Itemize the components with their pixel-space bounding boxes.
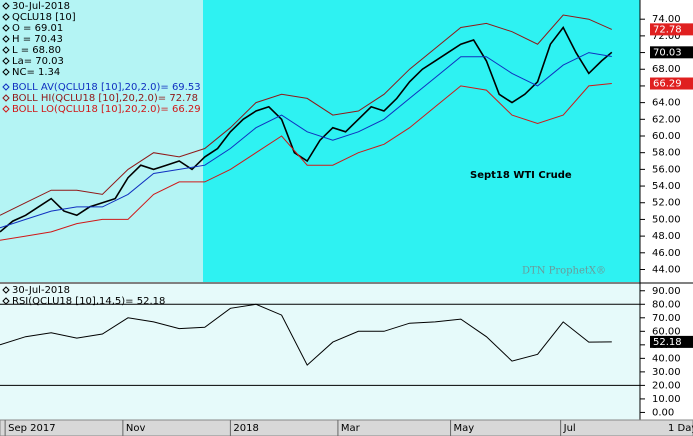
series-line (0, 26, 613, 233)
y-tick-label: 60.00 (652, 326, 681, 337)
price-panel (203, 0, 640, 282)
diamond-icon (2, 57, 10, 65)
series-line (0, 303, 612, 366)
diamond-icon (2, 46, 10, 54)
y-tick-label: 62.00 (652, 114, 681, 125)
rsi-panel (0, 284, 640, 420)
y-tick-label: 64.00 (652, 98, 681, 109)
diamond-icon (2, 35, 10, 43)
interval-label: 1 Day (668, 423, 693, 434)
legend-icon (2, 94, 10, 102)
y-tick-label: 70.00 (652, 313, 681, 324)
value-box (650, 23, 693, 36)
y-tick-label: 90.00 (652, 286, 681, 297)
x-tick-label: 2018 (233, 423, 258, 434)
y-tick-label: 46.00 (652, 248, 681, 259)
legend-entry: BOLL HI(QCLU18 [10],20,2.0)= 72.78 (12, 93, 198, 104)
y-tick-label: 74.00 (652, 14, 681, 25)
diamond-icon (2, 286, 10, 294)
y-tick-label: 60.00 (652, 131, 681, 142)
annotation: 30-Jul-2018 (12, 285, 70, 296)
value-box-label: 72.78 (653, 24, 682, 35)
annotation: L = 68.80 (12, 45, 61, 56)
chart-title: Sept18 WTI Crude (470, 170, 572, 181)
y-tick-label: 56.00 (652, 164, 681, 175)
y-tick-label: 68.00 (652, 64, 681, 75)
x-tick-label: Mar (341, 423, 361, 434)
value-box-label: 52.18 (653, 337, 682, 348)
y-tick-label: 30.00 (652, 367, 681, 378)
y-tick-label: 40.00 (652, 353, 681, 364)
value-box-label: 70.03 (653, 47, 682, 58)
legend-entry: RSI(QCLU18 [10],14,5)= 52.18 (12, 296, 165, 307)
value-box (650, 77, 693, 90)
annotation: NC= 1.34 (12, 67, 60, 78)
diamond-icon (2, 24, 10, 32)
y-tick-label: 0.00 (652, 407, 674, 418)
y-tick-label: 20.00 (652, 380, 681, 391)
annotation: QCLU18 [10] (12, 12, 76, 23)
legend-icon (2, 83, 10, 91)
series-line (0, 14, 613, 216)
diamond-icon (2, 68, 10, 76)
y-tick-label: 48.00 (652, 231, 681, 242)
watermark: DTN ProphetX® (522, 266, 606, 277)
annotation: La= 70.03 (12, 56, 64, 67)
series-line (0, 52, 612, 229)
y-tick-label: 44.00 (652, 264, 681, 275)
y-tick-label: 72.00 (652, 31, 681, 42)
value-box-label: 66.29 (653, 79, 682, 90)
y-tick-label: 54.00 (652, 181, 681, 192)
annotation: O = 69.01 (12, 23, 63, 34)
value-box (650, 335, 693, 348)
legend-entry: BOLL AV(QCLU18 [10],20,2.0)= 69.53 (12, 82, 201, 93)
legend-icon (2, 105, 10, 113)
y-tick-label: 50.00 (652, 214, 681, 225)
diamond-icon (2, 2, 10, 10)
y-tick-label: 52.00 (652, 198, 681, 209)
date-strip (0, 419, 693, 436)
annotation: 30-Jul-2018 (12, 1, 70, 12)
annotation: H = 70.43 (12, 34, 63, 45)
series-line (0, 83, 612, 241)
x-tick-label: Jul (563, 423, 576, 434)
y-tick-label: 10.00 (652, 394, 681, 405)
x-tick-label: Sep 2017 (8, 423, 55, 434)
legend-entry: BOLL LO(QCLU18 [10],20,2.0)= 66.29 (12, 104, 201, 115)
diamond-icon (2, 13, 10, 21)
y-tick-label: 58.00 (652, 148, 681, 159)
legend-icon (2, 297, 10, 305)
value-box (650, 46, 693, 59)
y-tick-label: 80.00 (652, 299, 681, 310)
x-tick-label: May (454, 423, 475, 434)
x-tick-label: Nov (126, 423, 146, 434)
